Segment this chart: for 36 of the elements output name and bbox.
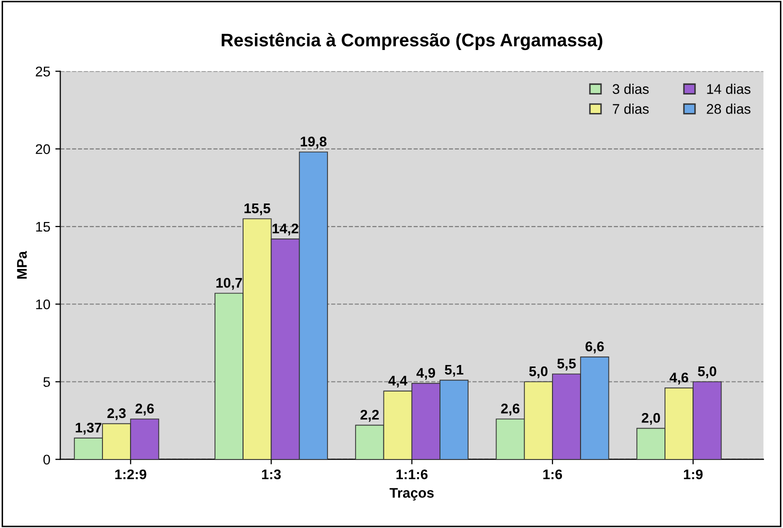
data-label: 10,7 [216,278,242,290]
data-label: 5,5 [557,358,576,370]
data-label: 4,6 [670,372,688,384]
y-tick-label: 0 [43,454,50,465]
data-label: 2,6 [501,404,520,416]
y-axis-title: MPa [17,250,27,279]
data-label: 2,6 [135,404,154,416]
data-label: 5,0 [698,366,716,378]
data-label: 4,4 [388,376,408,388]
data-label: 15,5 [244,204,270,216]
x-tick-label: 1:3 [262,469,281,480]
x-tick-label: 1:2:9 [115,469,146,480]
data-label: 19,8 [300,136,327,148]
legend-label: 3 dias [612,84,649,94]
legend-label: 7 dias [612,104,649,114]
data-label: 6,6 [586,342,604,354]
chart-title: Resistência à Compressão (Cps Argamassa) [222,32,602,50]
y-tick-label: 15 [36,222,50,232]
data-label: 1,37 [76,422,102,435]
legend-label: 14 dias [707,84,750,94]
data-label: 14,2 [272,224,298,236]
y-tick-label: 25 [36,66,50,76]
data-label: 2,2 [360,410,379,422]
data-label: 5,0 [529,366,548,378]
y-tick-label: 20 [36,144,50,154]
legend-label: 28 dias [706,104,750,114]
y-tick-label: 10 [36,299,50,310]
x-tick-label: 1:1:6 [396,469,428,480]
data-label: 2,0 [642,412,660,425]
x-axis-title: Traços [390,488,434,501]
data-label: 5,1 [444,364,464,377]
data-label: 4,9 [416,368,436,380]
data-label: 2,3 [107,408,126,420]
x-tick-label: 1:6 [543,469,562,480]
x-tick-label: 1:9 [684,469,703,480]
y-tick-label: 5 [43,377,50,387]
